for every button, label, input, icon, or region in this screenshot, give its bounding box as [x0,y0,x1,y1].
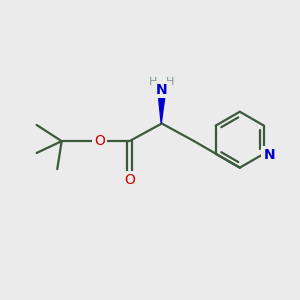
Polygon shape [158,91,166,124]
Text: H: H [166,77,174,87]
Text: N: N [263,148,275,162]
Text: O: O [124,173,135,187]
Text: N: N [156,82,168,97]
Text: H: H [149,77,158,87]
Text: O: O [94,134,105,148]
